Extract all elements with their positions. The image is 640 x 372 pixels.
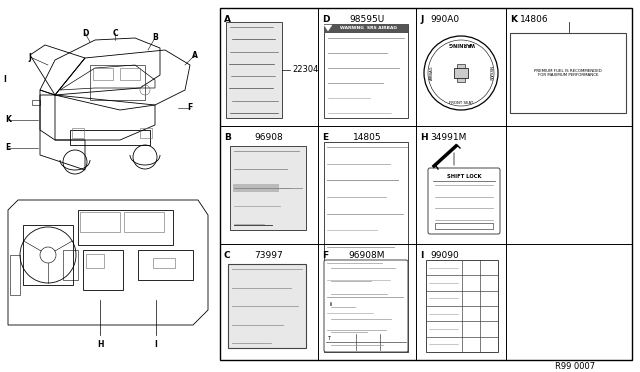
Text: 96908: 96908 [255, 133, 284, 142]
Text: 99090: 99090 [430, 251, 459, 260]
Bar [426, 260, 498, 352]
Bar [326, 334, 406, 350]
Text: E: E [5, 144, 11, 153]
Bar [86, 254, 104, 268]
Text: WARNING  SRS AIRBAG: WARNING SRS AIRBAG [339, 26, 397, 30]
Bar [63, 250, 78, 280]
Text: E: E [322, 133, 328, 142]
Bar [510, 33, 626, 113]
Bar [70, 130, 150, 145]
Text: 34991M: 34991M [430, 133, 467, 142]
Text: J: J [29, 52, 31, 61]
Bar [72, 128, 84, 138]
Polygon shape [324, 25, 332, 31]
Bar [229, 52, 245, 74]
Bar [83, 250, 123, 290]
Text: I: I [4, 76, 6, 84]
Text: H: H [420, 133, 428, 142]
Text: SHIFT LOCK: SHIFT LOCK [447, 174, 481, 180]
Text: D: D [82, 29, 88, 38]
Bar [90, 65, 145, 100]
Bar [228, 24, 280, 116]
Bar [229, 26, 247, 50]
FancyBboxPatch shape [324, 260, 408, 352]
Text: i: i [329, 302, 331, 307]
Text: 990A0: 990A0 [430, 15, 459, 24]
Bar [32, 100, 40, 105]
Text: C: C [224, 251, 230, 260]
Text: AIRBAG: AIRBAG [430, 66, 434, 80]
Text: F: F [188, 103, 193, 112]
Text: 22304: 22304 [292, 65, 318, 74]
Bar [230, 146, 306, 230]
Bar [138, 250, 193, 280]
Text: FRONT SEAT: FRONT SEAT [449, 101, 473, 105]
Text: NISSAN: NISSAN [488, 66, 492, 80]
Text: B: B [152, 33, 158, 42]
Bar [457, 78, 465, 82]
Text: B: B [224, 133, 231, 142]
Text: 14805: 14805 [353, 133, 381, 142]
Text: K: K [510, 15, 517, 24]
FancyBboxPatch shape [428, 168, 500, 234]
Bar [454, 68, 468, 78]
Text: 14806: 14806 [520, 15, 548, 24]
Bar [140, 128, 152, 138]
Bar [78, 210, 173, 245]
Bar [23, 225, 73, 285]
Bar [324, 24, 408, 33]
Text: C: C [112, 29, 118, 38]
Bar [153, 258, 175, 268]
Bar [324, 142, 408, 352]
Bar [220, 8, 632, 360]
Text: 73997: 73997 [255, 251, 284, 260]
Bar [435, 223, 493, 229]
Text: A: A [192, 51, 198, 60]
Text: A: A [224, 15, 231, 24]
Bar [228, 264, 306, 348]
Bar [457, 64, 465, 68]
Bar [226, 22, 282, 118]
Bar [93, 68, 113, 80]
Bar [324, 24, 408, 118]
Text: K: K [5, 115, 11, 125]
Text: R99 0007: R99 0007 [555, 362, 595, 371]
Text: I: I [155, 340, 157, 349]
Text: H: H [97, 340, 103, 349]
Text: F: F [322, 251, 328, 260]
Text: WARNING: WARNING [447, 41, 474, 45]
Text: 98595U: 98595U [349, 15, 385, 24]
Text: T: T [327, 336, 330, 341]
Text: PREMIUM FUEL IS RECOMMENDED
FOR MAXIMUM PERFORMANCE: PREMIUM FUEL IS RECOMMENDED FOR MAXIMUM … [534, 69, 602, 77]
Text: 96908M: 96908M [349, 251, 385, 260]
Bar [233, 184, 278, 192]
Text: D: D [322, 15, 330, 24]
Bar [80, 212, 120, 232]
Text: J: J [420, 15, 424, 24]
Bar [124, 212, 164, 232]
Bar [10, 255, 20, 295]
Bar [254, 26, 272, 58]
Text: I: I [420, 251, 424, 260]
Bar [120, 68, 140, 80]
